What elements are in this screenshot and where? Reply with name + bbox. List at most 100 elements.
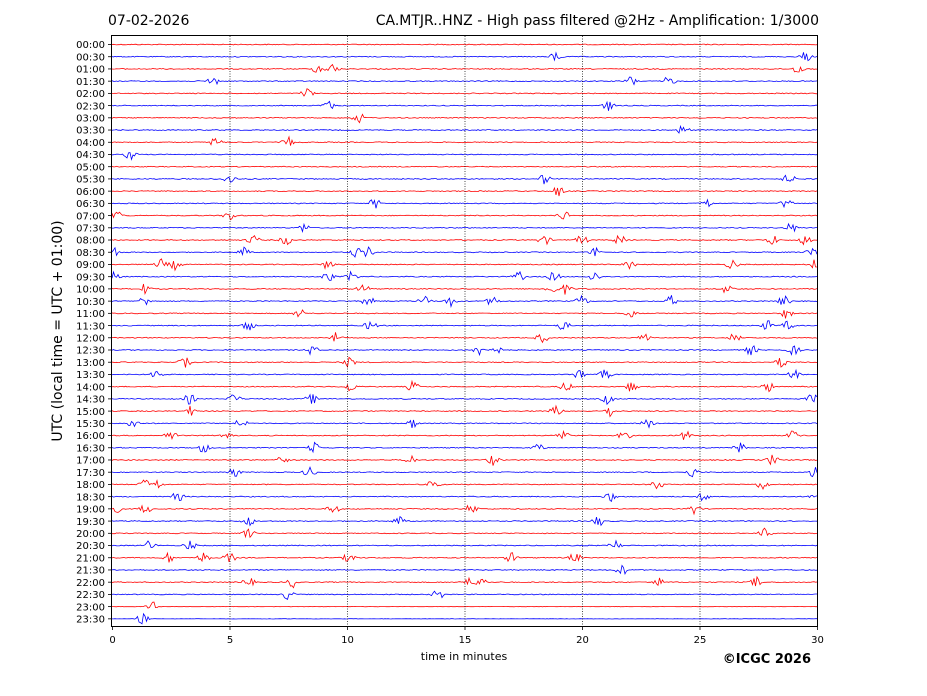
date-label: 07-02-2026 xyxy=(108,13,189,29)
row-label-0400: 04:00 xyxy=(76,138,105,149)
copyright-label: ©ICGC 2026 xyxy=(723,652,811,667)
trace-row-0530 xyxy=(111,174,817,185)
seismogram-traces xyxy=(111,43,818,625)
row-label-2330: 23:30 xyxy=(76,615,105,626)
trace-row-0430 xyxy=(111,152,818,161)
row-label-1400: 14:00 xyxy=(76,382,105,393)
trace-row-0600 xyxy=(111,186,818,197)
trace-row-1130 xyxy=(111,320,818,331)
x-tick-label-30: 30 xyxy=(811,635,824,646)
x-tick-label-0: 0 xyxy=(109,635,115,646)
trace-row-0200 xyxy=(111,88,818,97)
trace-row-0330 xyxy=(111,124,818,134)
trace-row-1630 xyxy=(111,441,818,454)
x-tick-label-15: 15 xyxy=(459,635,472,646)
row-label-1700: 17:00 xyxy=(76,456,105,467)
trace-row-0000 xyxy=(111,43,818,46)
trace-row-1000 xyxy=(111,283,818,295)
row-label-2130: 21:30 xyxy=(76,566,105,577)
trace-row-2230 xyxy=(111,590,817,601)
row-label-1130: 11:30 xyxy=(76,321,105,332)
row-label-1900: 19:00 xyxy=(76,505,105,516)
trace-row-2200 xyxy=(111,575,818,589)
row-label-2300: 23:00 xyxy=(76,602,105,613)
trace-row-0400 xyxy=(111,135,818,146)
x-tick-label-20: 20 xyxy=(576,635,589,646)
x-axis-ticks: 0 5 10 15 20 25 30 xyxy=(109,626,824,646)
row-label-1030: 10:30 xyxy=(76,297,105,308)
x-tick-label-10: 10 xyxy=(341,635,354,646)
row-label-0230: 02:30 xyxy=(76,101,105,112)
trace-row-2000 xyxy=(111,527,818,539)
trace-row-1800 xyxy=(111,479,818,490)
row-label-1600: 16:00 xyxy=(76,431,105,442)
row-label-1230: 12:30 xyxy=(76,346,105,357)
row-label-0900: 09:00 xyxy=(76,260,105,271)
row-label-0430: 04:30 xyxy=(76,150,105,161)
x-axis-label: time in minutes xyxy=(421,650,508,663)
trace-row-0730 xyxy=(111,222,817,233)
trace-row-0800 xyxy=(111,234,818,246)
row-label-0600: 06:00 xyxy=(76,187,105,198)
row-label-1930: 19:30 xyxy=(76,517,105,528)
row-label-0630: 06:30 xyxy=(76,199,105,210)
trace-row-1300 xyxy=(111,356,818,369)
row-label-0100: 01:00 xyxy=(76,65,105,76)
row-label-1830: 18:30 xyxy=(76,492,105,503)
trace-row-1930 xyxy=(111,515,818,527)
trace-row-1830 xyxy=(111,492,818,503)
trace-row-1200 xyxy=(111,332,818,344)
trace-row-1600 xyxy=(111,429,818,440)
row-label-0030: 00:30 xyxy=(76,52,105,63)
vertical-grid xyxy=(229,36,701,626)
row-label-1630: 16:30 xyxy=(76,443,105,454)
trace-row-1900 xyxy=(111,504,818,516)
trace-row-1500 xyxy=(111,404,818,418)
row-label-0000: 00:00 xyxy=(76,40,105,51)
row-label-0930: 09:30 xyxy=(76,272,105,283)
trace-row-1430 xyxy=(111,393,818,406)
row-label-0830: 08:30 xyxy=(76,248,105,259)
row-label-1800: 18:00 xyxy=(76,480,105,491)
trace-row-2330 xyxy=(111,612,817,625)
trace-row-1330 xyxy=(111,368,818,380)
row-label-1530: 15:30 xyxy=(76,419,105,430)
trace-row-0230 xyxy=(111,100,817,111)
row-label-0200: 02:00 xyxy=(76,89,105,100)
row-label-0130: 01:30 xyxy=(76,77,105,88)
row-label-1300: 13:00 xyxy=(76,358,105,369)
row-label-2000: 20:00 xyxy=(76,529,105,540)
row-label-2030: 20:30 xyxy=(76,541,105,552)
trace-row-1100 xyxy=(111,309,818,319)
trace-row-0930 xyxy=(111,270,818,282)
row-label-1100: 11:00 xyxy=(76,309,105,320)
trace-row-0830 xyxy=(111,246,818,258)
row-label-1500: 15:00 xyxy=(76,407,105,418)
row-label-0730: 07:30 xyxy=(76,224,105,235)
row-label-2230: 22:30 xyxy=(76,590,105,601)
trace-row-1530 xyxy=(111,419,818,429)
trace-row-1700 xyxy=(111,454,818,466)
trace-row-0100 xyxy=(111,63,818,73)
row-label-1200: 12:00 xyxy=(76,333,105,344)
trace-row-1730 xyxy=(111,466,818,478)
row-label-0530: 05:30 xyxy=(76,175,105,186)
x-tick-label-25: 25 xyxy=(694,635,707,646)
trace-row-0700 xyxy=(111,211,818,221)
trace-row-1400 xyxy=(111,379,818,393)
trace-row-0500 xyxy=(111,165,818,168)
row-label-0800: 08:00 xyxy=(76,236,105,247)
trace-row-2100 xyxy=(111,551,818,563)
row-label-2200: 22:00 xyxy=(76,578,105,589)
trace-row-0130 xyxy=(111,76,818,86)
chart-title: CA.MTJR..HNZ - High pass filtered @2Hz -… xyxy=(376,13,819,29)
trace-row-0030 xyxy=(111,51,818,62)
trace-row-0630 xyxy=(111,198,818,209)
row-label-1730: 17:30 xyxy=(76,468,105,479)
trace-row-2300 xyxy=(112,601,817,609)
plot-frame xyxy=(111,35,818,627)
row-label-1000: 10:00 xyxy=(76,285,105,296)
x-tick-label-5: 5 xyxy=(227,635,233,646)
